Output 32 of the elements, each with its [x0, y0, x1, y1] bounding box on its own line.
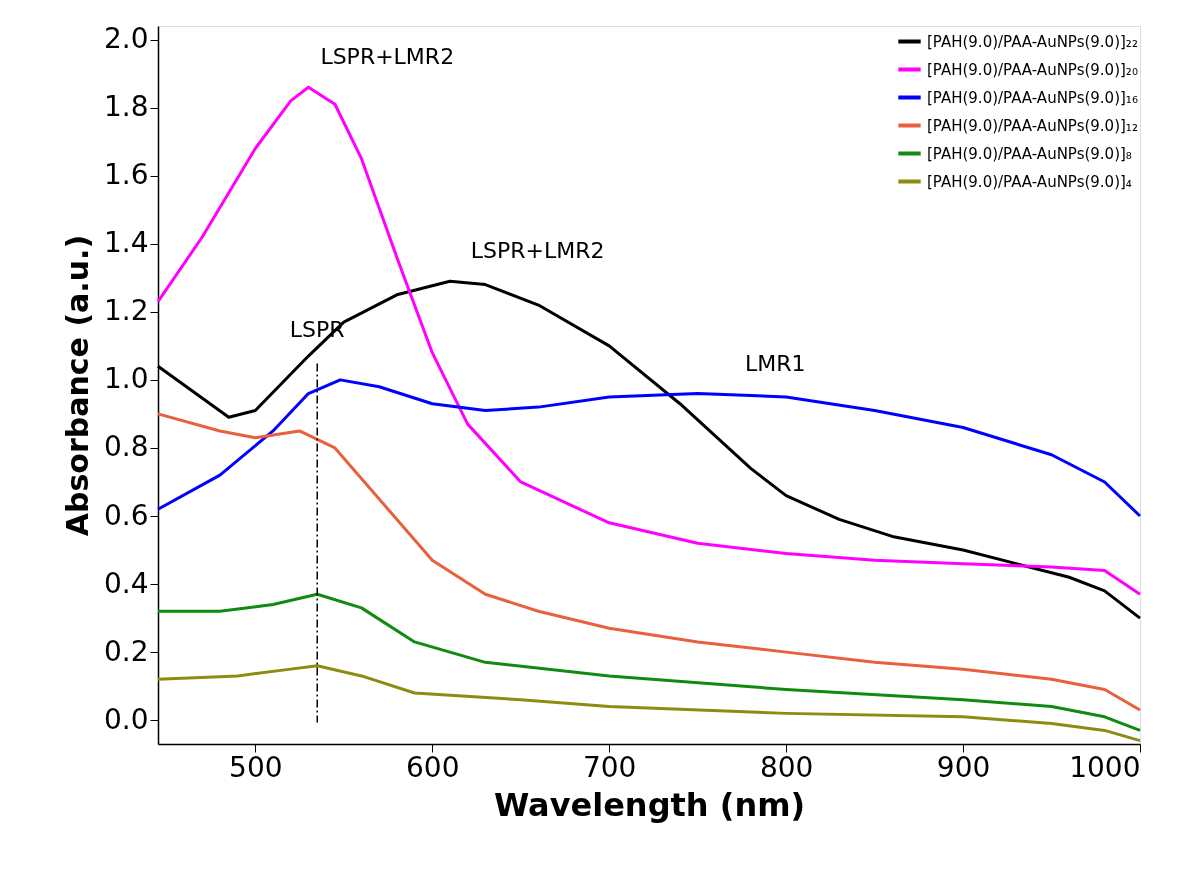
x-tick-label: 900: [936, 750, 991, 784]
y-tick-label: 0.2: [103, 634, 149, 668]
annotation: LSPR+LMR2: [320, 44, 455, 70]
legend-label: [PAH(9.0)/PAA-AuNPs(9.0)]₁₆: [927, 88, 1138, 107]
x-tick-label: 500: [229, 750, 283, 784]
legend-label: [PAH(9.0)/PAA-AuNPs(9.0)]₂₀: [927, 60, 1138, 79]
annotation: LMR1: [745, 350, 806, 376]
x-tick-label: 800: [759, 750, 814, 784]
y-tick-label: 1.6: [103, 158, 149, 192]
line-series: [156, 412, 1142, 712]
legend-label: [PAH(9.0)/PAA-AuNPs(9.0)]₂₂: [927, 32, 1138, 51]
y-tick-label: 2.0: [103, 22, 149, 56]
x-tick-label: 700: [582, 750, 637, 784]
y-axis-title: Absorbance (a.u.): [59, 234, 95, 537]
legend-label: [PAH(9.0)/PAA-AuNPs(9.0)]₁₂: [927, 116, 1138, 135]
y-tick-label: 1.4: [103, 226, 149, 260]
y-tick-label: 0.0: [103, 702, 149, 736]
x-axis-title: Wavelength (nm): [493, 785, 806, 824]
line-series: [156, 85, 1142, 596]
y-tick-label: 1.0: [103, 362, 149, 396]
legend-label: [PAH(9.0)/PAA-AuNPs(9.0)]₄: [927, 172, 1132, 191]
y-tick-label: 1.8: [103, 90, 149, 124]
y-tick-label: 1.2: [103, 294, 149, 328]
line-series: [156, 592, 1142, 732]
legend-label: [PAH(9.0)/PAA-AuNPs(9.0)]₈: [927, 144, 1132, 163]
y-tick-label: 0.6: [103, 498, 149, 532]
annotation: LSPR+LMR2: [470, 238, 605, 264]
line-series: [156, 378, 1142, 518]
x-tick-label: 1000: [1069, 750, 1141, 784]
x-tick-label: 600: [406, 750, 460, 784]
y-tick-label: 0.4: [103, 566, 149, 600]
y-tick-label: 0.8: [103, 430, 149, 464]
